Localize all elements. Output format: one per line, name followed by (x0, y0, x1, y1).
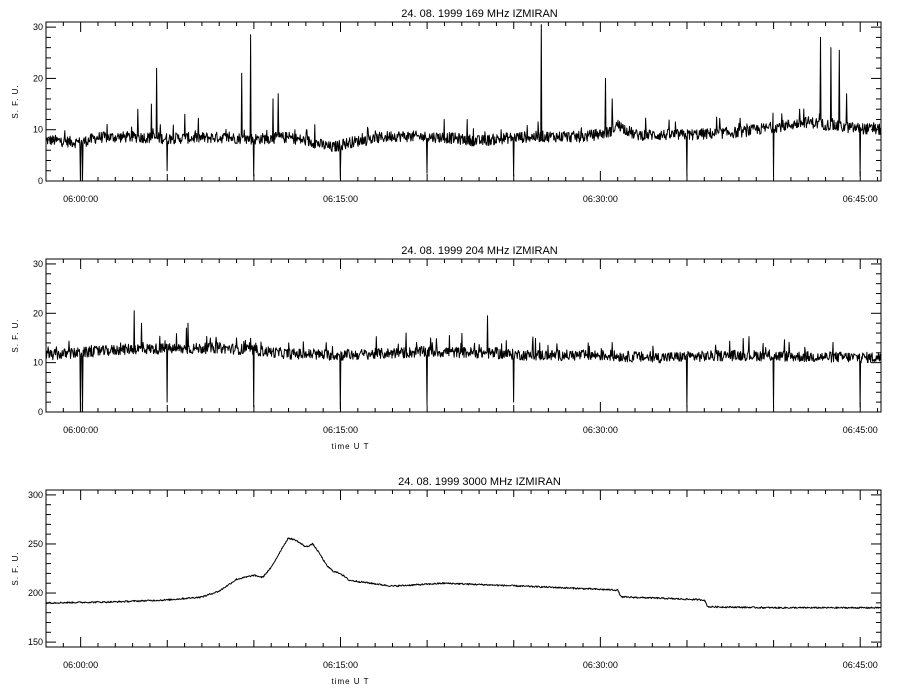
chart-title: 24. 08. 1999 3000 MHz IZMIRAN (398, 476, 561, 488)
y-tick-label: 30 (33, 22, 43, 32)
x-tick-label: 06:30:00 (583, 660, 618, 670)
x-tick-label: 06:45:00 (843, 660, 878, 670)
panel-169mhz: 24. 08. 1999 169 MHz IZMIRAN S. F. U. 0 10 2… (11, 8, 882, 204)
x-tick-label: 06:45:00 (843, 425, 878, 435)
y-tick-label: 300 (28, 490, 43, 500)
y-tick-label: 250 (28, 539, 43, 549)
y-tick-label: 20 (33, 308, 43, 318)
x-tick-label: 06:00:00 (63, 425, 98, 435)
y-tick-label: 10 (33, 358, 43, 368)
y-tick-label: 150 (28, 637, 43, 647)
y-tick-label: 0 (38, 407, 43, 417)
y-tick-label: 200 (28, 588, 43, 598)
y-tick-label: 20 (33, 73, 43, 83)
flux-series-line-169mhz (45, 24, 882, 182)
plot-frame (45, 258, 882, 413)
y-tick-label: 10 (33, 125, 43, 135)
x-tick-label: 06:00:00 (63, 660, 98, 670)
x-tick-label: 06:30:00 (583, 425, 618, 435)
y-tick-label: 0 (38, 176, 43, 186)
x-tick-label: 06:30:00 (583, 194, 618, 204)
flux-series-line-204mhz (45, 310, 882, 413)
chart-title: 24. 08. 1999 204 MHz IZMIRAN (401, 245, 558, 257)
x-tick-label: 06:15:00 (323, 660, 358, 670)
y-axis-label: S. F. U. (11, 551, 20, 585)
panel-204mhz: 24. 08. 1999 204 MHz IZMIRAN S. F. U. 0 10 2… (11, 245, 882, 451)
x-tick-label: 06:00:00 (63, 194, 98, 204)
x-axis-label: time U T (331, 677, 369, 686)
chart-title: 24. 08. 1999 169 MHz IZMIRAN (401, 8, 558, 20)
x-tick-label: 06:15:00 (323, 425, 358, 435)
y-axis-label: S. F. U. (11, 84, 20, 118)
plot-frame (45, 21, 882, 182)
x-axis-label: time U T (331, 442, 369, 451)
plot-frame (45, 489, 882, 648)
y-tick-label: 30 (33, 259, 43, 269)
x-tick-label: 06:45:00 (843, 194, 878, 204)
x-tick-label: 06:15:00 (323, 194, 358, 204)
flux-series-line-3000mhz (45, 537, 882, 609)
y-axis-label: S. F. U. (11, 318, 20, 352)
panel-3000mhz: 24. 08. 1999 3000 MHz IZMIRAN S. F. U. 150… (11, 476, 882, 686)
